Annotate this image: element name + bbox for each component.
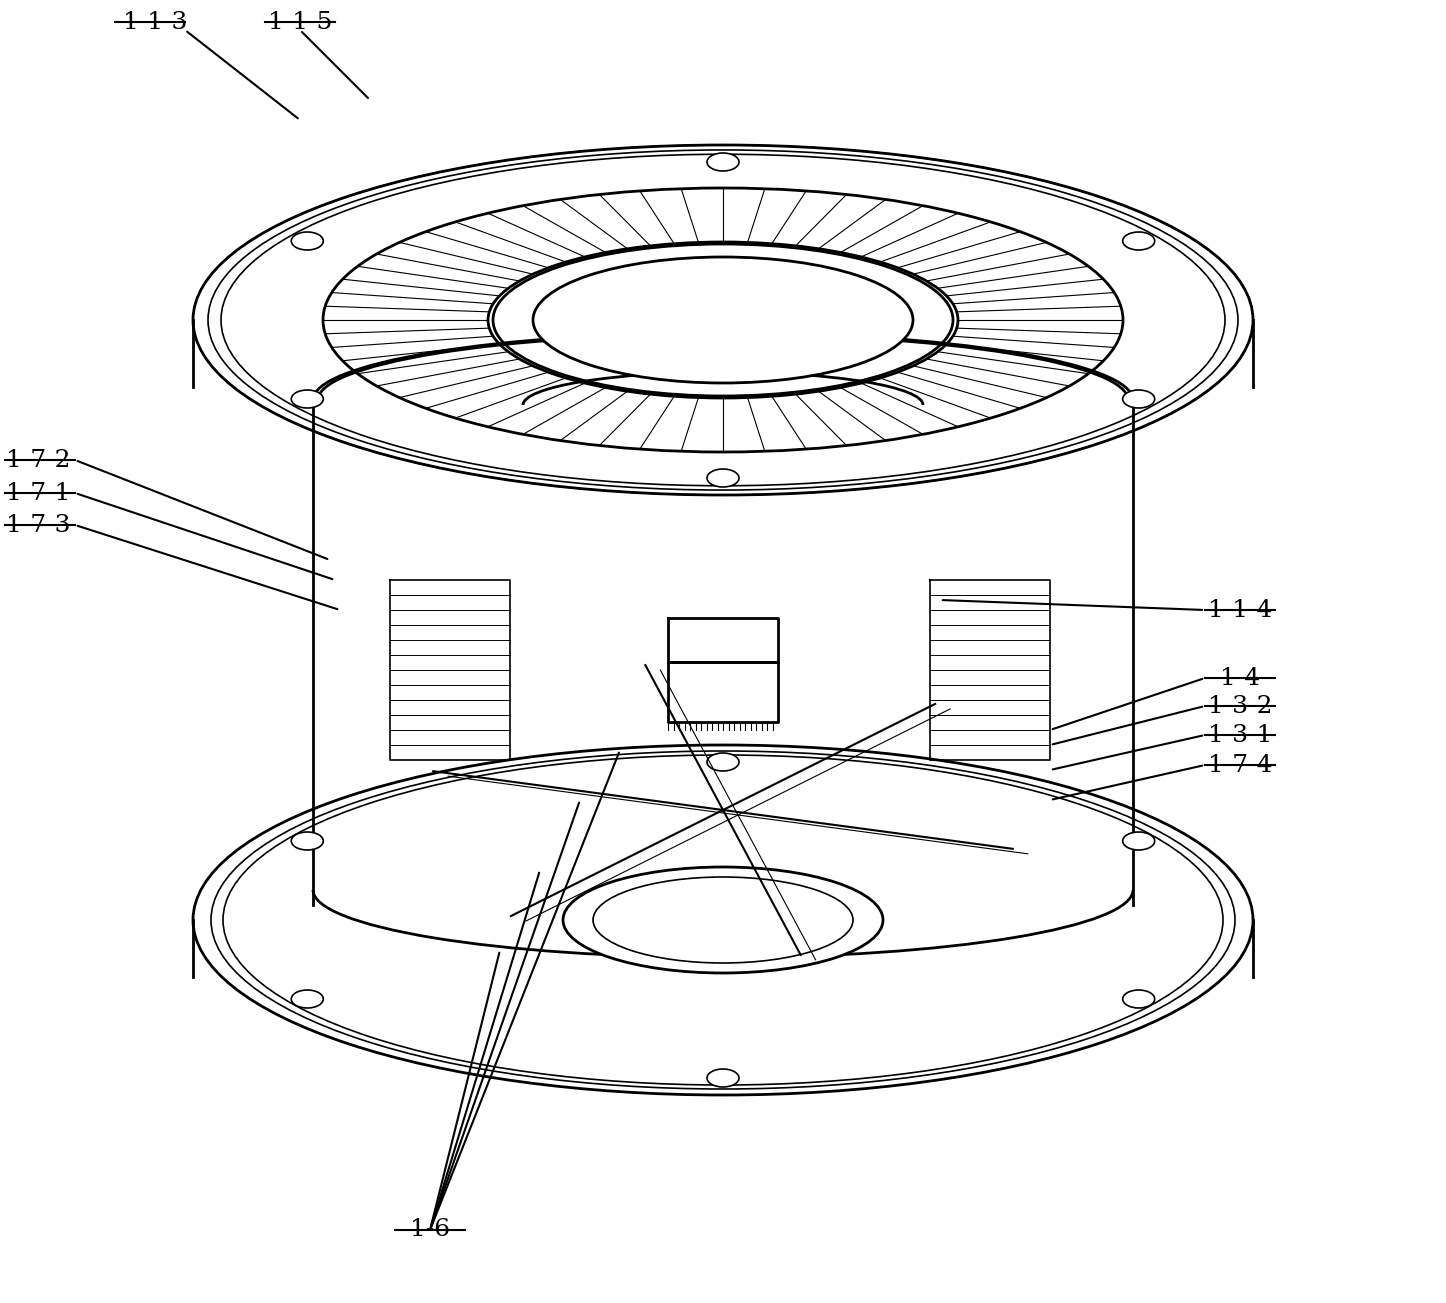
Ellipse shape [1122,990,1155,1009]
Ellipse shape [707,469,739,487]
Text: 1-1-5: 1-1-5 [268,10,333,34]
Text: 1-7-3: 1-7-3 [6,513,71,537]
Text: 1-3-2: 1-3-2 [1207,694,1272,718]
Ellipse shape [1122,232,1155,250]
Ellipse shape [534,257,912,383]
Text: 1-1-3: 1-1-3 [123,10,187,34]
Ellipse shape [291,390,324,408]
Ellipse shape [291,833,324,850]
Ellipse shape [562,866,884,973]
Text: 1-7-1: 1-7-1 [6,482,71,504]
Text: 1-1-4: 1-1-4 [1207,598,1272,622]
Ellipse shape [1122,390,1155,408]
Ellipse shape [192,745,1254,1095]
Ellipse shape [707,753,739,771]
Text: 1-7-4: 1-7-4 [1207,753,1272,777]
Text: 1-7-2: 1-7-2 [6,448,71,472]
Ellipse shape [291,990,324,1009]
Text: 1-6: 1-6 [409,1218,450,1242]
Ellipse shape [707,152,739,171]
Text: 1-4: 1-4 [1220,667,1259,689]
Ellipse shape [707,1068,739,1087]
Ellipse shape [1122,833,1155,850]
Text: 1-3-1: 1-3-1 [1207,723,1272,747]
Ellipse shape [192,145,1254,495]
Ellipse shape [291,232,324,250]
